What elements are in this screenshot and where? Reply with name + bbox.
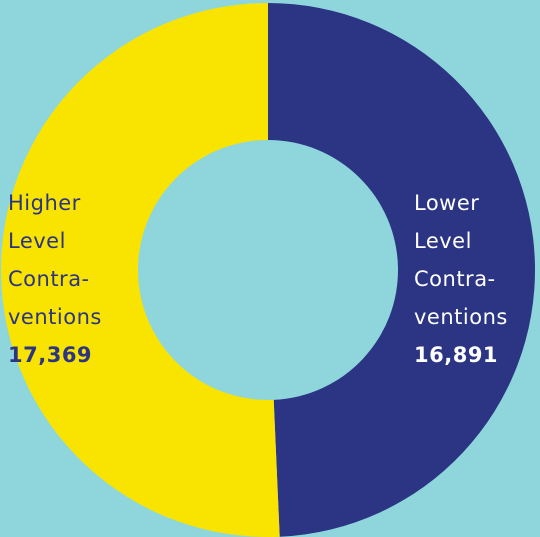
label-line: Lower	[414, 191, 479, 215]
label-line: ventions	[414, 305, 508, 329]
label-line: Higher	[8, 191, 81, 215]
label-line: Contra-	[8, 267, 90, 291]
label-line: Level	[8, 229, 66, 253]
label-line: Level	[414, 229, 472, 253]
donut-segment	[268, 3, 535, 537]
donut-segment	[0, 3, 280, 537]
segment-label: Lower Level Contra-ventions	[414, 191, 508, 329]
value-label: 17,369	[8, 343, 92, 367]
value-label: 16,891	[414, 343, 498, 367]
label-line: ventions	[8, 305, 102, 329]
label-line: Contra-	[414, 267, 496, 291]
segment-label: Higher Level Contra-ventions	[8, 191, 102, 329]
